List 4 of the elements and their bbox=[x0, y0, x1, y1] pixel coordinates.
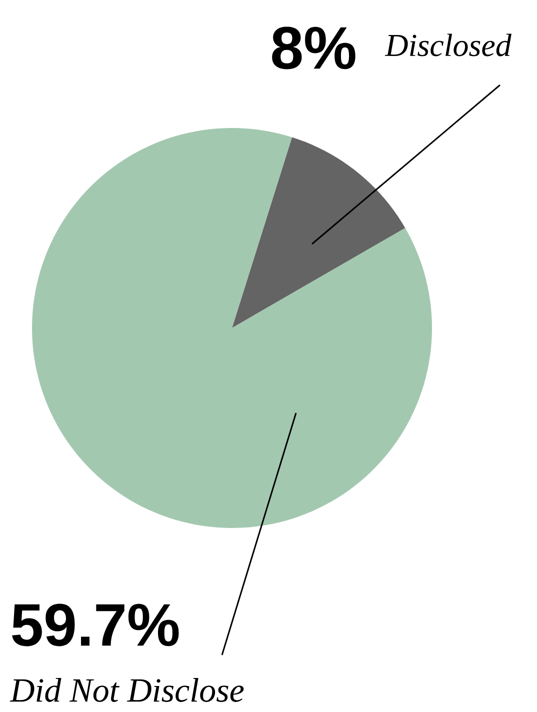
data-label: 8% bbox=[272, 26, 356, 70]
slice-label: Disclosed bbox=[384, 34, 512, 56]
data-label: 59.7% bbox=[12, 604, 179, 646]
slice-label: Did Not Disclose bbox=[10, 678, 244, 702]
